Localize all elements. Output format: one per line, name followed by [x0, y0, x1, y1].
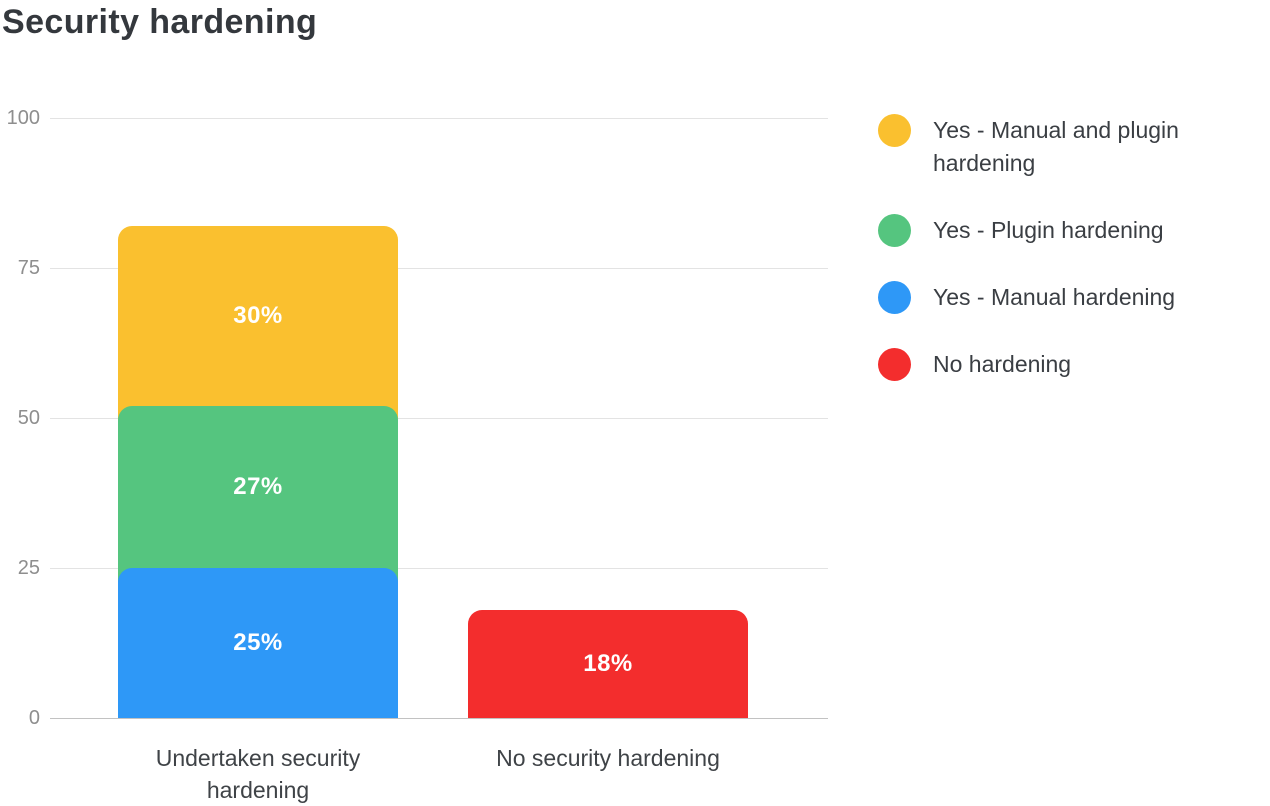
x-axis-label: No security hardening: [496, 745, 720, 771]
gridline: [50, 268, 828, 269]
gridline: [50, 418, 828, 419]
chart-title: Security hardening: [2, 3, 318, 41]
legend-item: Yes - Manual hardening: [878, 281, 1234, 314]
bar-value-label: 30%: [233, 302, 283, 329]
y-axis-label: 25: [17, 557, 40, 579]
baseline-gridline: [50, 718, 828, 719]
bar-segment: [468, 610, 748, 718]
legend-item: Yes - Manual and plugin hardening: [878, 114, 1234, 180]
y-axis-label: 50: [17, 407, 40, 429]
gridline: [50, 118, 828, 119]
gridline: [50, 568, 828, 569]
legend-item: Yes - Plugin hardening: [878, 214, 1234, 247]
legend-label: Yes - Manual hardening: [933, 284, 1176, 310]
bar-value-label: 27%: [233, 473, 283, 500]
bar-value-label: 18%: [583, 650, 633, 677]
bar-segment: [118, 568, 398, 718]
y-axis-label: 75: [17, 257, 40, 279]
legend-label: No hardening: [933, 351, 1072, 377]
y-axis-label: 100: [6, 107, 40, 129]
legend-dot-icon: [878, 114, 911, 147]
bar-value-label: 25%: [233, 629, 283, 656]
legend-item: No hardening: [878, 348, 1234, 381]
legend-dot-icon: [878, 348, 911, 381]
legend-label: Yes - Manual and plugin hardening: [933, 117, 1179, 176]
legend: Yes - Manual and plugin hardening Yes - P…: [878, 114, 1234, 415]
legend-label: Yes - Plugin hardening: [933, 217, 1164, 243]
legend-dot-icon: [878, 214, 911, 247]
x-axis-label: Undertaken security hardening: [155, 745, 361, 803]
legend-dot-icon: [878, 281, 911, 314]
y-axis-label: 0: [28, 707, 40, 729]
